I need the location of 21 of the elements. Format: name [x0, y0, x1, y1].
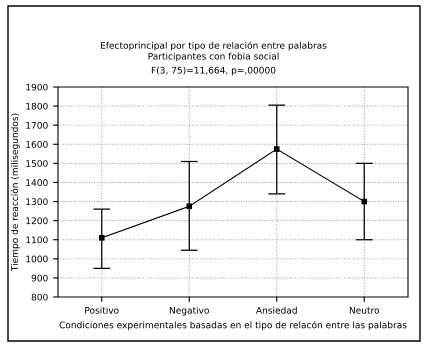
x-axis-title: Condiciones experimentales basadas en el tipo de relacón entre las palabras: [60, 321, 407, 330]
text: F(3, 75)=11,664, p=,00000: [152, 66, 276, 76]
y-tick-label: 1800: [26, 102, 48, 110]
y-tick-label: 1000: [26, 256, 48, 262]
chart-title: Efectoprincipal por tipo de relación entre palabras: [100, 41, 326, 51]
y-tick-label: 900: [32, 274, 48, 282]
y-tick-label: 1500: [26, 160, 48, 167]
y-tick-label: 1300: [26, 198, 48, 206]
y-tick-label: 1900: [26, 84, 48, 91]
y-axis-title: Tiempo de reacción (milisegundos): [10, 114, 20, 272]
y-tick-label: 1400: [26, 179, 48, 186]
y-tick-label: 1200: [26, 217, 48, 224]
y-tick-label: 800: [32, 294, 48, 301]
x-tick-label: Negativo: [170, 306, 209, 316]
x-tick-label: Positivo: [85, 306, 119, 314]
y-tick-label: 1700: [26, 122, 48, 129]
chart-subtitle: Participantes con fobia social: [148, 52, 278, 62]
x-tick-label: Neutro: [350, 307, 380, 314]
y-tick-label: 1600: [26, 141, 48, 148]
y-tick-label: 1100: [26, 236, 48, 244]
x-tick-label: Ansiedad: [256, 306, 297, 314]
